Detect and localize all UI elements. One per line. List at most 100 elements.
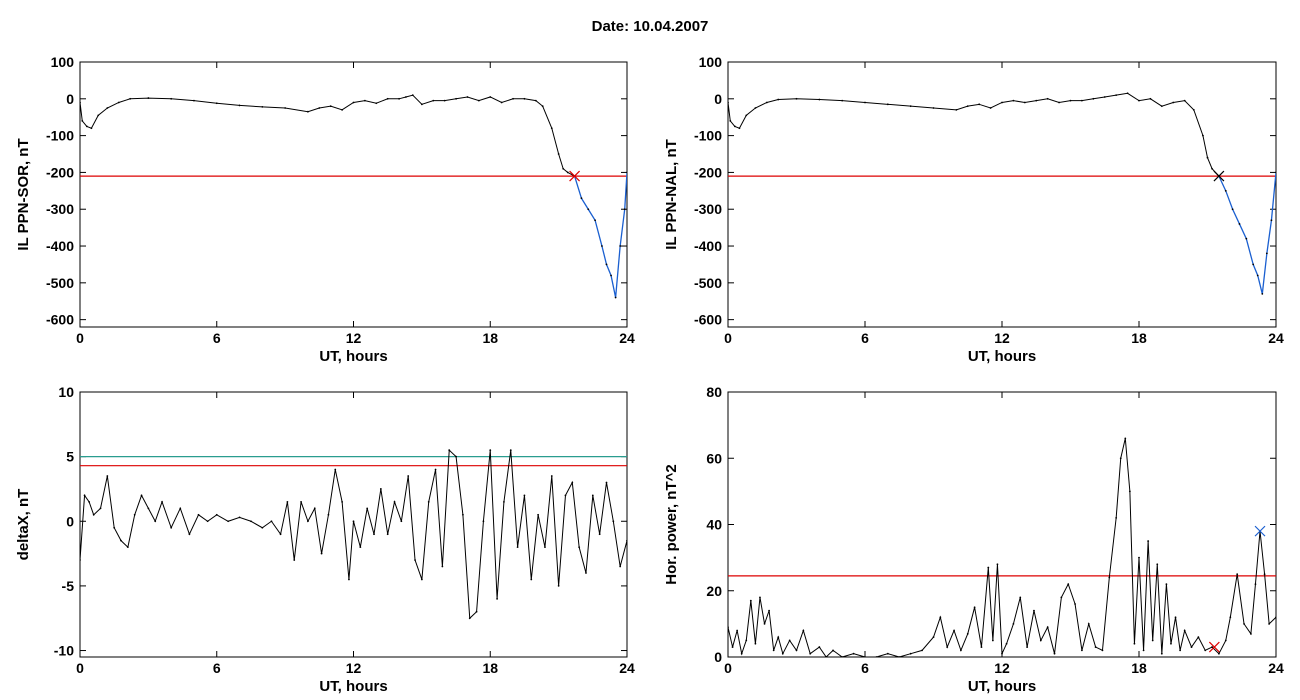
data-point (398, 97, 400, 100)
data-point (489, 449, 492, 452)
data-point (1224, 189, 1227, 192)
data-point (740, 652, 743, 655)
data-point (80, 559, 81, 561)
data-point (1165, 583, 1168, 586)
data-point (80, 101, 81, 104)
data-point (1179, 649, 1181, 652)
data-point (728, 101, 729, 104)
y-tick-label: -500 (46, 275, 74, 291)
data-point (1236, 573, 1239, 576)
data-point (818, 98, 821, 101)
data-point (270, 520, 273, 523)
x-tick-label: 0 (724, 330, 732, 346)
data-point (973, 606, 976, 609)
data-point (327, 513, 330, 516)
data-point (113, 526, 116, 529)
data-point (307, 110, 309, 113)
data-point (909, 105, 912, 108)
data-point (605, 263, 608, 266)
data-point (154, 520, 157, 523)
y-tick-label: -500 (694, 275, 722, 291)
data-point (352, 520, 355, 523)
data-point (598, 533, 601, 536)
data-point (1183, 629, 1186, 632)
data-point (731, 646, 734, 648)
data-point (1039, 639, 1042, 642)
data-point (1229, 616, 1232, 619)
data-point (1263, 573, 1266, 576)
series-line (728, 438, 1276, 657)
data-point (366, 507, 369, 510)
y-tick-label: 80 (706, 384, 722, 400)
data-point (1160, 105, 1163, 108)
data-point (1268, 622, 1271, 625)
data-point (1115, 516, 1118, 519)
x-tick-label: 0 (76, 330, 84, 346)
data-point (1254, 583, 1257, 586)
data-point (1023, 101, 1026, 104)
data-point (1012, 99, 1015, 102)
data-point (284, 107, 287, 109)
data-point (932, 636, 935, 639)
panel-deltax: 0 6 12 18 24 10 5 0 -5 -10 UT, hours deltaX, nT (15, 384, 635, 695)
data-point (147, 507, 150, 510)
x-tick-label: 18 (482, 330, 498, 346)
data-point (738, 127, 741, 130)
y-tick-label: 0 (66, 513, 74, 529)
data-point (106, 475, 109, 477)
marker-x-stroke (1213, 170, 1225, 182)
x-tick-label: 24 (619, 660, 635, 676)
data-point (1092, 97, 1095, 100)
data-point (1046, 626, 1049, 629)
data-point (1103, 96, 1106, 98)
y-tick-label: -200 (46, 164, 74, 180)
data-point (619, 565, 622, 568)
data-point (97, 114, 100, 117)
data-point (955, 108, 958, 111)
y-tick-label: -400 (46, 238, 74, 254)
data-point (759, 596, 761, 599)
data-point (781, 652, 784, 655)
data-point (557, 585, 560, 587)
data-point (455, 455, 457, 458)
data-point (825, 656, 828, 657)
data-point (427, 500, 430, 503)
data-point (503, 500, 505, 503)
data-point (516, 546, 519, 549)
data-point (88, 500, 91, 503)
data-point (578, 546, 581, 549)
y-tick-label: 0 (66, 91, 74, 107)
x-axis-label: UT, hours (968, 678, 1036, 695)
y-axis-label: IL PPN-SOR, nT (15, 138, 32, 250)
marker-x (1213, 170, 1225, 182)
data-point (197, 513, 200, 516)
y-tick-label: 60 (706, 450, 722, 466)
data-point (420, 103, 423, 106)
data-point (1128, 490, 1131, 493)
data-point (1231, 208, 1234, 211)
x-tick-label: 12 (346, 330, 362, 346)
data-point (562, 167, 565, 170)
data-point (626, 539, 627, 542)
data-point (544, 546, 546, 549)
data-point (566, 171, 569, 174)
y-tick-label: 20 (706, 583, 722, 599)
marker-x (1254, 525, 1266, 537)
data-point (90, 127, 93, 130)
panel-hor-power: 0 6 12 18 24 80 60 40 20 0 UT, hours Hor. power, nT… (663, 384, 1284, 695)
data-point (729, 119, 732, 122)
data-point (932, 107, 935, 109)
data-point (749, 599, 752, 602)
x-tick-label: 24 (619, 330, 635, 346)
data-point (1243, 622, 1245, 625)
data-point (117, 101, 120, 104)
data-point (1115, 94, 1118, 97)
data-point (875, 656, 878, 657)
y-tick-label: -600 (694, 312, 722, 328)
data-point (745, 639, 748, 642)
data-point (1012, 622, 1015, 625)
data-point (341, 108, 344, 111)
data-point (443, 99, 446, 102)
data-point (379, 488, 382, 490)
